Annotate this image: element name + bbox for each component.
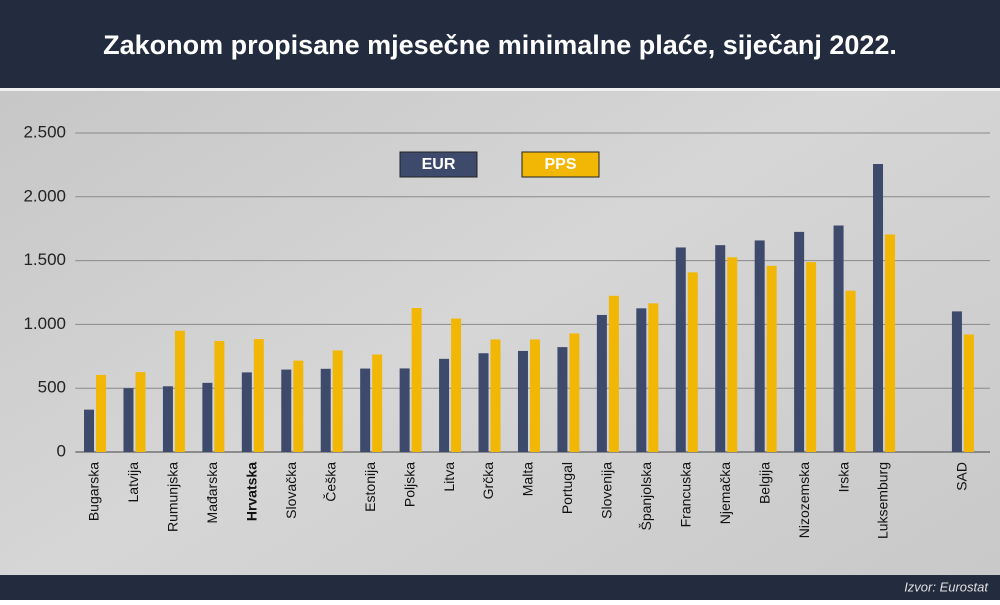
bar [766,265,777,452]
x-tick-label: Portugal [559,462,575,514]
footer [0,575,1000,600]
x-tick-label: Francuska [677,462,693,528]
bar [399,368,410,452]
bar [648,303,659,452]
x-tick-label: Estonija [362,462,378,512]
x-tick-label: Irska [835,462,851,493]
bar [241,372,252,452]
x-tick-label: Španjolska [638,462,654,531]
bar [754,240,765,452]
x-tick-label: Malta [520,462,536,496]
bar [608,295,619,452]
bar [135,372,146,452]
bar [478,353,489,452]
bar [372,354,383,452]
bar [687,272,698,452]
x-tick-label: Grčka [480,462,496,500]
legend-swatch [521,151,600,178]
bar [951,311,962,452]
bar [517,350,528,452]
x-tick-label: Hrvatska [244,462,260,521]
bar [675,247,686,452]
bar [636,308,647,452]
bar [557,347,568,452]
bar [162,386,173,452]
y-tick-label: 0 [57,441,66,460]
x-tick-label: Belgija [756,462,772,504]
x-tick-label: Nizozemska [796,462,812,538]
bar [174,330,185,452]
bar [885,234,896,452]
bar [451,318,462,452]
bar [490,339,501,452]
bar [214,340,225,452]
bar [202,382,213,452]
bar [529,339,540,452]
bar [320,368,331,452]
bar [84,409,95,452]
y-tick-label: 500 [38,378,66,397]
x-tick-label: Češka [322,462,338,502]
bar [596,314,607,452]
legend-label: PPS [544,156,576,173]
bar [96,374,107,452]
x-tick-label: Bugarska [86,462,102,521]
source: Izvor: Eurostat [904,579,989,594]
chart-title: Zakonom propisane mjesečne minimalne pla… [103,30,897,60]
bar [727,257,738,452]
bar [281,369,292,452]
bar [332,350,343,452]
bar [253,339,264,452]
y-tick-label: 1.500 [23,250,66,269]
bar [439,358,450,452]
bar [123,388,134,452]
bar [845,290,856,452]
y-tick-label: 2.000 [23,186,66,205]
bar [833,225,844,452]
y-tick-label: 1.000 [23,314,66,333]
bar [360,368,371,452]
legend-swatch [399,151,478,178]
x-tick-label: Rumunjska [165,462,181,532]
bar [715,245,726,452]
bar [794,231,805,452]
x-tick-label: Poljska [401,462,417,507]
legend-label: EUR [422,156,456,173]
x-tick-label: Luksemburg [875,462,891,539]
bar [411,307,422,452]
x-tick-label: SAD [954,462,970,491]
x-tick-label: Njemačka [717,462,733,524]
header [0,0,1000,88]
x-tick-label: Litva [441,462,457,492]
x-tick-label: Slovačka [283,462,299,519]
bar [806,262,817,452]
header-border [0,88,1000,91]
bar [873,164,884,452]
y-tick-label: 2.500 [23,122,66,141]
bar [569,333,580,452]
x-tick-label: Latvija [125,462,141,503]
bar [963,334,974,452]
x-tick-label: Slovenija [599,462,615,519]
x-tick-label: Mađarska [204,462,220,524]
bar [293,360,304,452]
